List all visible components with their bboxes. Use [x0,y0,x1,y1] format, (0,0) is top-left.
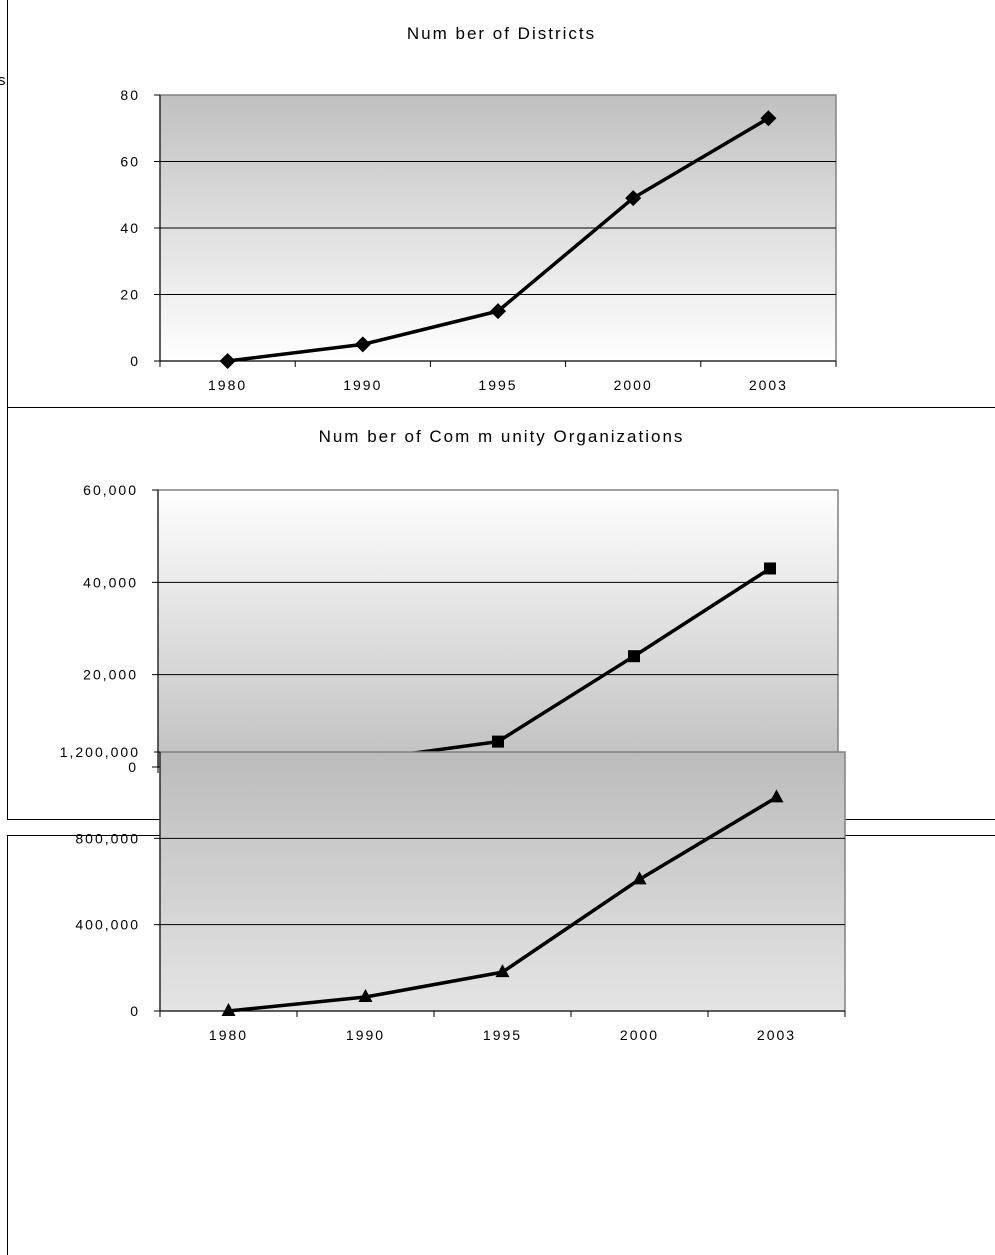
chart-title: Num ber of Districts [406,24,597,43]
data-point-diamond [490,303,506,320]
x-tick-label: 2003 [749,377,788,393]
y-tick-label: 20,000 [83,667,138,683]
x-tick-label: 1980 [209,1027,248,1043]
x-tick-label: 2000 [614,377,653,393]
data-point-square [492,735,504,748]
y-tick-label: 40 [120,220,140,236]
districts-chart-panel: Num ber of Districts [7,0,995,408]
x-tick-label: 1980 [208,377,247,393]
plot-area [157,489,839,768]
data-point-square [764,562,776,575]
x-tick-label: 1990 [346,1027,385,1043]
y-tick-label: 20 [120,287,140,303]
y-tick-label: 40,000 [83,574,138,590]
x-tick-label: 2000 [620,1027,659,1043]
data-point-triangle [632,871,647,885]
x-tick-label: 1995 [483,1027,522,1043]
y-tick-label: 0 [130,1003,140,1019]
data-point-diamond [760,110,777,127]
y-tick-label: 80 [120,87,140,103]
data-point-triangle [221,1003,236,1016]
x-tick-label: 1995 [478,377,517,393]
y-tick-label: 0 [130,353,140,369]
data-point-square [628,650,640,663]
data-point-diamond [219,353,236,369]
data-point-diamond [354,336,371,353]
data-point-triangle [495,964,510,978]
chart-title: Num ber of Com m unity Organizations [318,427,685,446]
margin-glyph: s [0,72,6,89]
y-tick-label: 800,000 [75,830,140,846]
y-tick-label: 60,000 [83,482,138,498]
x-tick-label: 1990 [343,377,382,393]
x-tick-label: 2003 [757,1027,796,1043]
y-tick-label: 400,000 [75,917,140,933]
data-point-triangle [358,988,373,1002]
y-tick-label: 0 [128,759,138,775]
data-point-triangle [769,789,784,803]
data-point-diamond [625,190,642,207]
y-tick-label: 1,200,000 [60,744,140,760]
y-tick-label: 60 [120,154,140,170]
